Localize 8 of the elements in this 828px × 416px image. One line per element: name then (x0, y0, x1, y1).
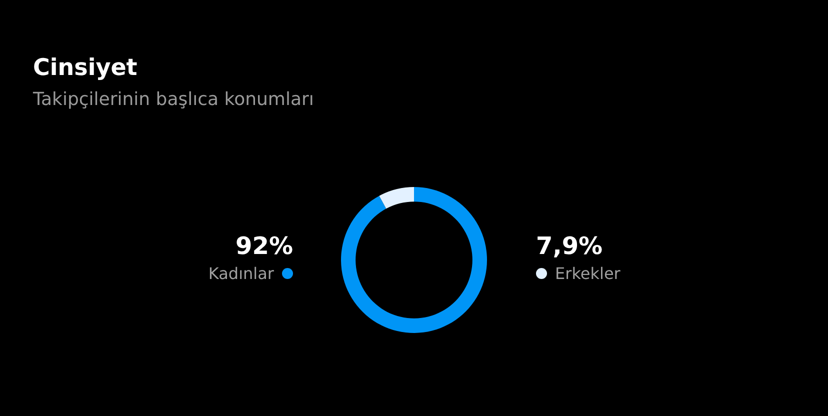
slice-label: Kadınlar (208, 264, 274, 283)
chart-subtitle: Takipçilerinin başlıca konumları (33, 89, 314, 110)
legend-label: Erkekler (555, 264, 620, 283)
donut-slice (379, 187, 414, 209)
data-label: 7,9% (536, 232, 604, 260)
chart-title: Cinsiyet (33, 55, 138, 81)
data-label: 92% (234, 232, 293, 260)
donut-slice (341, 187, 487, 333)
